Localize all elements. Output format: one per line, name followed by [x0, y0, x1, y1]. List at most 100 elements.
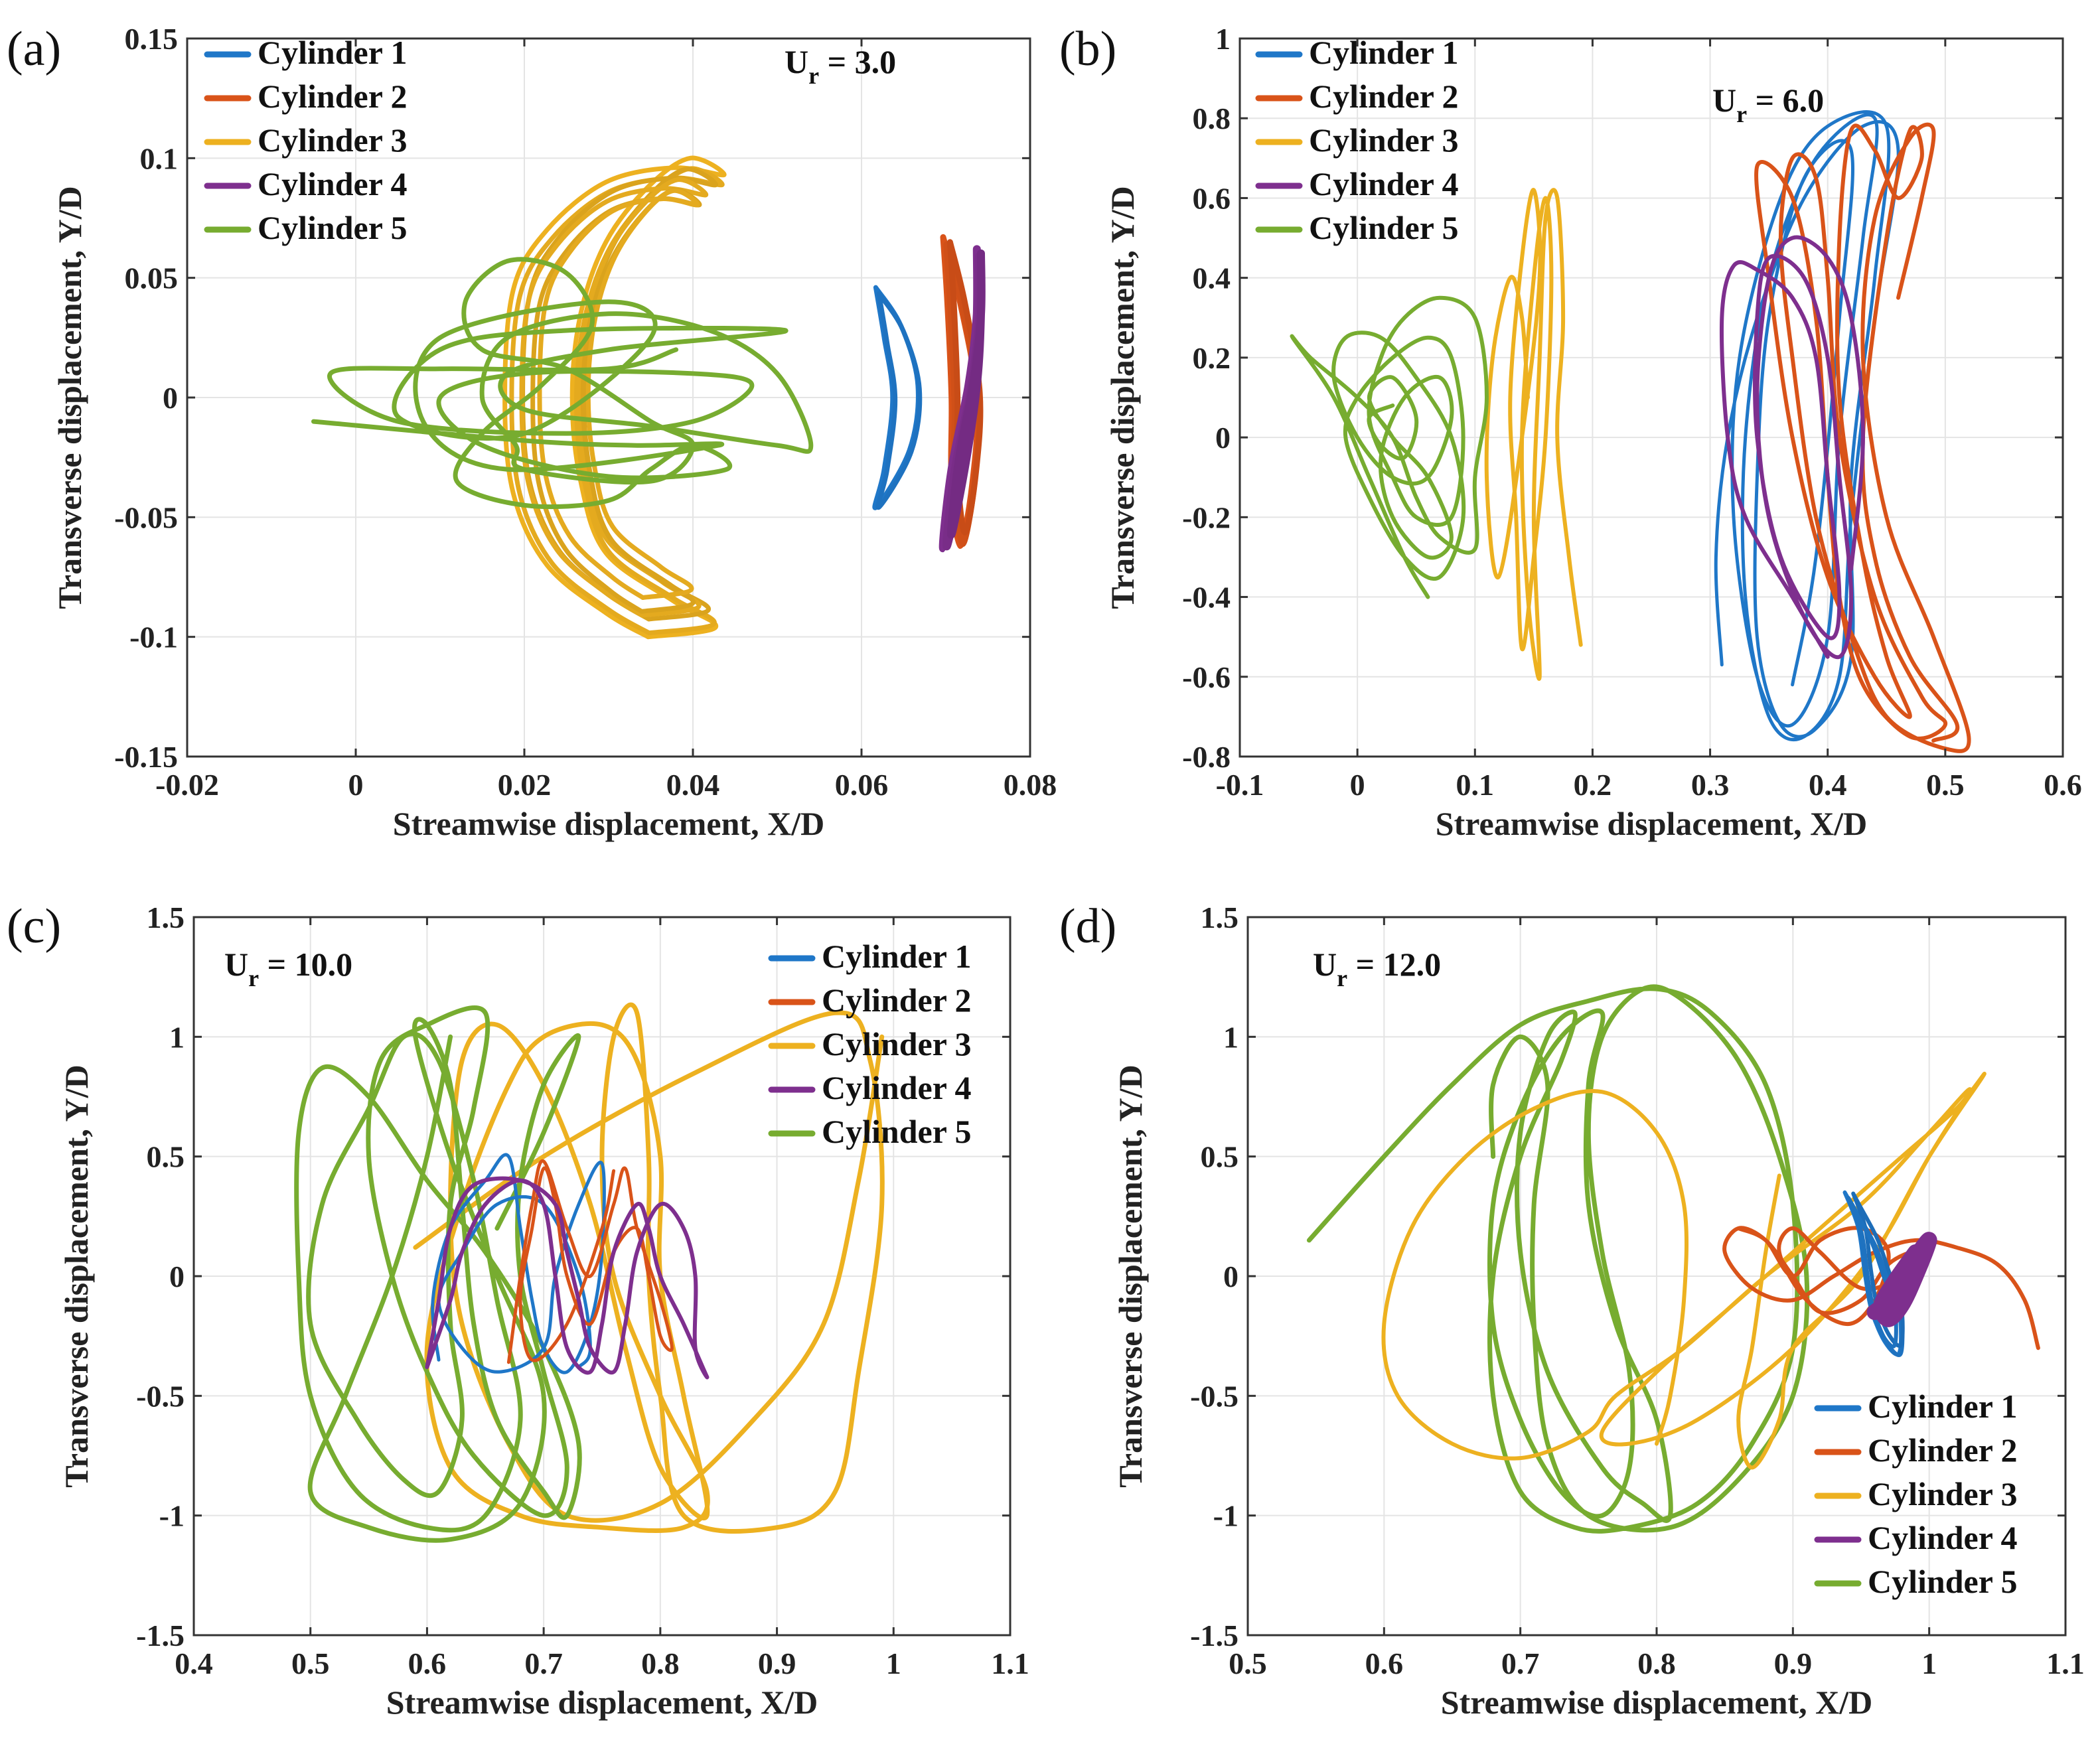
series-group [1306, 984, 2040, 1534]
x-tick-label: 0.04 [666, 768, 720, 802]
legend-entry-label: Cylinder 4 [1309, 165, 1459, 202]
reduced-velocity-annotation: Ur = 6.0 [1712, 82, 1824, 127]
y-tick-label: 0.6 [1193, 181, 1231, 215]
series-group [311, 155, 986, 640]
series-line-cylinder-5 [1290, 295, 1489, 599]
legend-entry-label: Cylinder 3 [822, 1025, 972, 1062]
legend-entry-label: Cylinder 1 [258, 34, 408, 71]
x-tick-label: 1.1 [991, 1646, 1029, 1680]
legend-entry-label: Cylinder 3 [258, 121, 408, 159]
x-tick-label: 1.1 [2046, 1646, 2085, 1680]
y-tick-label: 0 [169, 1260, 185, 1293]
legend-entry-label: Cylinder 5 [1309, 209, 1459, 246]
y-tick-label: -0.2 [1182, 500, 1231, 534]
panel-letter: (b) [1059, 22, 1116, 76]
legend-entry-label: Cylinder 2 [822, 982, 972, 1019]
annotation-value: = 12.0 [1347, 946, 1441, 983]
y-tick-label: 0.5 [1201, 1140, 1239, 1174]
y-tick-label: -0.1 [129, 620, 178, 654]
reduced-velocity-annotation: Ur = 12.0 [1313, 946, 1441, 991]
annotation-base: U [224, 946, 248, 983]
reduced-velocity-annotation: Ur = 10.0 [224, 946, 352, 991]
x-tick-label: 0.8 [641, 1646, 680, 1680]
series-line-cylinder-4 [1720, 235, 1865, 660]
chart-panel-a: (a) -0.02 0 0.02 0.04 0.06 0.08 -0.15 -0.1 -0.05 0… [7, 22, 1057, 842]
x-tick-label: 0.6 [408, 1646, 447, 1680]
legend-entry-label: Cylinder 3 [1868, 1475, 2018, 1512]
x-tick-label: 0.02 [498, 768, 552, 802]
x-tick-label: 0.9 [758, 1646, 796, 1680]
y-tick-label: -0.05 [114, 500, 178, 534]
x-tick-label: -0.02 [155, 768, 219, 802]
y-tick-label: -0.8 [1182, 740, 1231, 774]
legend-entry-label: Cylinder 5 [822, 1113, 972, 1150]
y-tick-label: -1 [159, 1499, 185, 1533]
legend-entry-label: Cylinder 3 [1309, 121, 1459, 159]
annotation-value: = 3.0 [819, 43, 896, 80]
legend-entry-label: Cylinder 4 [822, 1069, 972, 1106]
x-axis-label: Streamwise displacement, X/D [1436, 805, 1867, 842]
annotation-subscript: r [1736, 101, 1747, 127]
y-tick-label: 0.5 [147, 1140, 185, 1174]
y-tick-label: -0.4 [1182, 581, 1231, 615]
x-tick-label: 0.08 [1004, 768, 1057, 802]
legend-entry-label: Cylinder 5 [258, 209, 408, 246]
y-tick-label: 0.2 [1193, 341, 1231, 375]
x-tick-label: 0.4 [175, 1646, 213, 1680]
chart-panel-d: (d) 0.5 0.6 0.7 0.8 0.9 1 1.1 -1.5 -1 -0.5 0 0.5 1 1.5… [1059, 899, 2085, 1721]
x-tick-label: 0.7 [524, 1646, 563, 1680]
x-tick-label: 0.7 [1501, 1646, 1540, 1680]
x-tick-label: 0.5 [1229, 1646, 1267, 1680]
annotation-subscript: r [808, 62, 819, 89]
y-axis-label: Transverse displacement, Y/D [1112, 1064, 1149, 1487]
x-tick-label: 0.1 [1456, 768, 1495, 802]
series-group [1290, 110, 1971, 753]
series-line-cylinder-3 [1484, 188, 1583, 681]
annotation-subscript: r [248, 965, 259, 991]
legend-entry-label: Cylinder 2 [1309, 78, 1459, 115]
y-tick-label: 1.5 [1201, 901, 1239, 934]
x-tick-label: 0.06 [835, 768, 889, 802]
series-line-cylinder-4 [1866, 1232, 1937, 1327]
y-tick-label: 0 [163, 381, 178, 415]
y-tick-label: -0.5 [1190, 1379, 1238, 1413]
reduced-velocity-annotation: Ur = 3.0 [785, 43, 896, 89]
x-tick-label: 0.2 [1574, 768, 1612, 802]
y-tick-label: 1 [1215, 22, 1231, 56]
legend: Cylinder 1 Cylinder 2 Cylinder 3 Cylinder 4… [768, 938, 972, 1150]
annotation-base: U [785, 43, 808, 80]
panel-letter: (c) [7, 899, 61, 954]
y-tick-label: 0.05 [125, 261, 179, 295]
series-line-cylinder-2 [506, 1159, 674, 1364]
x-axis-label: Streamwise displacement, X/D [393, 805, 824, 842]
panel-letter: (a) [7, 22, 61, 76]
legend: Cylinder 1 Cylinder 2 Cylinder 3 Cylinder 4… [1814, 1388, 2018, 1600]
x-tick-label: 0.6 [2044, 768, 2082, 802]
y-tick-label: -0.5 [136, 1379, 185, 1413]
y-tick-label: 1.5 [147, 901, 185, 934]
x-tick-label: 1 [886, 1646, 901, 1680]
series-line-cylinder-4 [947, 249, 986, 539]
y-tick-label: 0.4 [1193, 261, 1231, 295]
legend-entry-label: Cylinder 1 [1868, 1388, 2018, 1425]
annotation-subscript: r [1337, 965, 1347, 991]
legend: Cylinder 1 Cylinder 2 Cylinder 3 Cylinder 4… [204, 34, 408, 246]
x-tick-label: 0.5 [291, 1646, 330, 1680]
series-line-cylinder-1 [1851, 1191, 1905, 1348]
legend-entry-label: Cylinder 1 [822, 938, 972, 975]
legend-entry-label: Cylinder 2 [1868, 1431, 2018, 1469]
x-tick-label: 1 [1921, 1646, 1937, 1680]
x-tick-label: 0.9 [1774, 1646, 1813, 1680]
y-tick-label: -0.6 [1182, 660, 1231, 694]
y-axis-label: Transverse displacement, Y/D [58, 1064, 95, 1487]
legend-entry-label: Cylinder 5 [1868, 1563, 2018, 1600]
series-group [294, 1002, 885, 1543]
chart-panel-b: (b) -0.1 0 0.1 0.2 0.3 0.4 0.5 0.6 -0.8 -0.6 -0.4 -0… [1059, 22, 2082, 842]
series-line-cylinder-5 [1306, 984, 1810, 1534]
series-line-cylinder-4 [425, 1176, 710, 1380]
y-axis-label: Transverse displacement, Y/D [1104, 186, 1141, 609]
annotation-base: U [1712, 82, 1736, 119]
x-tick-label: 0.5 [1926, 768, 1965, 802]
